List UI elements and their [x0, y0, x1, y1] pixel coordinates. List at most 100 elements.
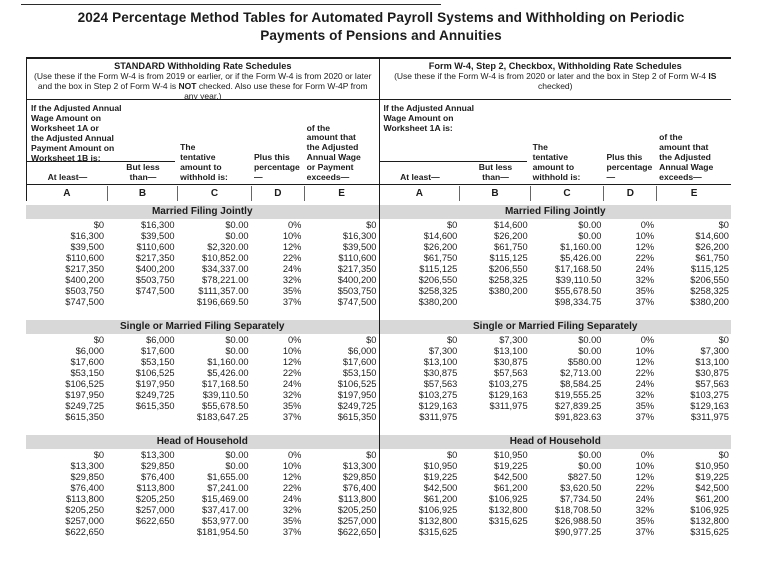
- table-cell: $8,584.25: [560, 379, 602, 389]
- table-cell: $15,469.00: [202, 494, 249, 504]
- table-cell: $6,000: [75, 346, 105, 356]
- table-cell: $39,500: [140, 231, 175, 241]
- table-cell: 0%: [640, 450, 655, 460]
- table-row: $197,950 $249,725 $39,110.50 32% $197,950: [26, 390, 379, 401]
- table-cell: $380,200: [418, 297, 458, 307]
- table-cell: $106,925: [690, 505, 729, 515]
- page-title: 2024 Percentage Method Tables for Automa…: [0, 9, 762, 44]
- table-row: $110,600 $217,350 $10,852.00 22% $110,600: [26, 253, 379, 264]
- table-cell: [460, 527, 530, 538]
- table-cell: $16,300: [342, 231, 377, 241]
- table-cell: 37%: [635, 527, 655, 537]
- table-cell: $257,000: [135, 505, 175, 515]
- table-cell: $503,750: [337, 286, 377, 296]
- table-cell: $55,678.50: [202, 401, 249, 411]
- table-cell: $0: [366, 450, 377, 460]
- table-row: $106,525 $197,950 $17,168.50 24% $106,525: [26, 379, 379, 390]
- table-row: $205,250 $257,000 $37,417.00 32% $205,250: [26, 505, 379, 516]
- table-row: $400,200 $503,750 $78,221.00 32% $400,200: [26, 275, 379, 286]
- description-text: checked. Also use these for Form W-4P fr…: [184, 80, 368, 100]
- table-cell: $129,163: [488, 390, 528, 400]
- table-cell: $106,925: [418, 505, 458, 515]
- table-cell: 10%: [635, 231, 655, 241]
- table-row: $380,200 $98,334.75 37% $380,200: [380, 297, 732, 308]
- table-cell: $0: [93, 220, 105, 230]
- table-cell: $113,800: [136, 483, 175, 493]
- description-text: (Use these if the Form W-4 is from 2019 …: [34, 71, 372, 91]
- table-cell: $197,950: [65, 390, 105, 400]
- standard-schedule-heading: STANDARD Withholding Rate Schedules: [114, 61, 292, 71]
- table-cell: $747,500: [135, 286, 175, 296]
- col-letter-e: E: [690, 188, 698, 199]
- table-cell: $13,100: [695, 357, 729, 367]
- table-cell: 22%: [635, 483, 655, 493]
- table-cell: 10%: [282, 461, 302, 471]
- worksheet-note: If the Adjusted Annual Wage Amount on Wo…: [31, 103, 122, 163]
- table-cell: $0.00: [225, 335, 249, 345]
- table-cell: $61,750: [423, 253, 458, 263]
- table-cell: $13,300: [140, 450, 175, 460]
- table-cell: 37%: [282, 297, 302, 307]
- table-cell: $61,750: [494, 242, 528, 252]
- table-cell: 37%: [282, 527, 302, 537]
- section-married-filing-jointly: Married Filing Jointly $0 $16,300 $0.00 0% $…: [26, 205, 379, 308]
- table-cell: $615,350: [337, 412, 377, 422]
- table-cell: $39,110.50: [202, 390, 249, 400]
- section-rows: $0 $14,600 $0.00 0% $0 $14,600 $26,200 $0.00 10%…: [380, 219, 732, 308]
- table-cell: $400,200: [135, 264, 175, 274]
- table-row: $115,125 $206,550 $17,168.50 24% $115,125: [380, 264, 732, 275]
- table-cell: $30,875: [494, 357, 528, 367]
- checkbox-sections: Married Filing Jointly $0 $14,600 $0.00 0% $…: [379, 205, 732, 538]
- table-cell: $34,337.00: [202, 264, 249, 274]
- section-rows: $0 $13,300 $0.00 0% $0 $13,300 $29,850 $0.00 10%…: [26, 449, 379, 538]
- table-cell: $98,334.75: [554, 297, 602, 307]
- table-cell: 22%: [282, 253, 302, 263]
- page-title-line2: Payments of Pensions and Annuities: [260, 27, 502, 43]
- table-row: $0 $7,300 $0.00 0% $0: [380, 335, 732, 346]
- table-cell: 37%: [635, 412, 655, 422]
- table-row: $14,600 $26,200 $0.00 10% $14,600: [380, 231, 732, 242]
- table-cell: $106,525: [65, 379, 105, 389]
- table-cell: $206,550: [418, 275, 458, 285]
- table-cell: $0.00: [225, 450, 249, 460]
- table-cell: $90,977.25: [554, 527, 602, 537]
- table-cell: $26,200: [423, 242, 458, 252]
- column-labels-row: At least— But less than— The tentative a…: [27, 123, 379, 185]
- table-cell: 10%: [635, 461, 655, 471]
- table-cell: $10,950: [494, 450, 528, 460]
- table-row: $615,350 $183,647.25 37% $615,350: [26, 412, 379, 423]
- table-row: $206,550 $258,325 $39,110.50 32% $206,550: [380, 275, 732, 286]
- table-cell: $57,563: [695, 379, 729, 389]
- table-cell: $29,850: [140, 461, 175, 471]
- table-row: $0 $16,300 $0.00 0% $0: [26, 220, 379, 231]
- table-cell: $17,600: [70, 357, 105, 367]
- table-cell: 22%: [282, 483, 302, 493]
- table-cell: $37,417.00: [202, 505, 249, 515]
- table-cell: $113,800: [338, 494, 377, 504]
- section-title-band: Single or Married Filing Separately: [379, 320, 731, 334]
- table-row: $258,325 $380,200 $55,678.50 35% $258,325: [380, 286, 732, 297]
- section-rows: $0 $16,300 $0.00 0% $0 $16,300 $39,500 $0.00 10%…: [26, 219, 379, 308]
- table-cell: 24%: [282, 494, 302, 504]
- table-cell: 24%: [635, 264, 655, 274]
- table-cell: $16,300: [140, 220, 175, 230]
- description-bold-word: IS: [708, 71, 717, 81]
- table-cell: 12%: [282, 472, 302, 482]
- table-cell: $0.00: [225, 346, 249, 356]
- table-cell: $311,975: [489, 401, 528, 411]
- table-cell: 0%: [640, 335, 655, 345]
- table-cell: $400,200: [65, 275, 105, 285]
- col-label-plus-percentage: Plus this percentage—: [253, 152, 300, 183]
- table-cell: $17,168.50: [554, 264, 602, 274]
- table-row: $53,150 $106,525 $5,426.00 22% $53,150: [26, 368, 379, 379]
- table-cell: $249,725: [65, 401, 105, 411]
- table-cell: 32%: [282, 390, 302, 400]
- table-cell: $0.00: [225, 231, 249, 241]
- table-cell: 35%: [282, 286, 302, 296]
- table-cell: $61,200: [695, 494, 729, 504]
- section-title-band: Head of Household: [26, 435, 379, 449]
- table-cell: $5,426.00: [560, 253, 602, 263]
- table-cell: $55,678.50: [554, 286, 602, 296]
- table-cell: $61,200: [494, 483, 528, 493]
